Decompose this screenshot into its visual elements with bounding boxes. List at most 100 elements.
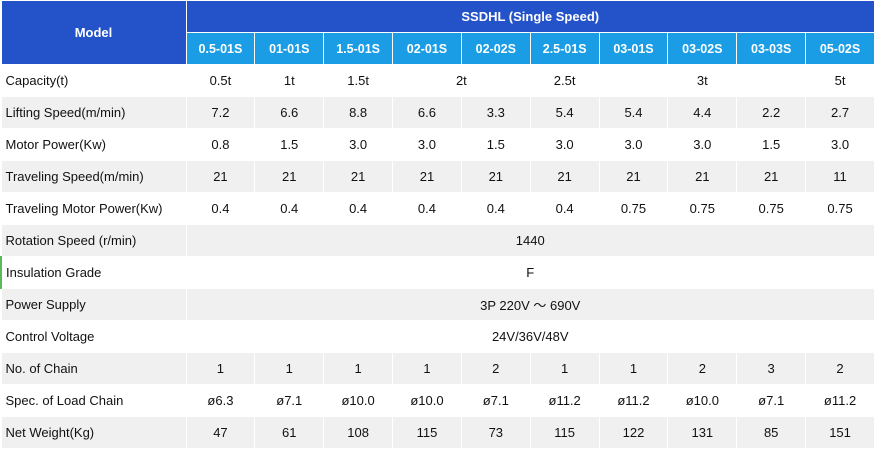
- table-cell: ø7.1: [460, 384, 531, 417]
- table-cell: ø11.2: [529, 384, 600, 417]
- table-cell: 1: [254, 352, 325, 385]
- table-cell: 1.5: [460, 128, 531, 161]
- row-label: Traveling Motor Power(Kw): [0, 192, 187, 225]
- table-cell: 8.8: [323, 96, 394, 129]
- table-cell: ø6.3: [185, 384, 256, 417]
- table-cell: 6.6: [392, 96, 462, 129]
- row-label: Net Weight(Kg): [0, 416, 187, 449]
- table-cell: 47: [185, 416, 256, 449]
- table-cell: 6.6: [254, 96, 325, 129]
- table-cell: 21: [185, 160, 256, 193]
- table-cell: F: [185, 256, 875, 289]
- model-code: 1.5-01S: [323, 32, 394, 65]
- table-cell: 7.2: [185, 96, 256, 129]
- table-cell: 2: [460, 352, 531, 385]
- table-cell: 131: [667, 416, 738, 449]
- table-row: Insulation Grade F: [0, 256, 875, 289]
- table-cell: 3: [736, 352, 807, 385]
- table-row: Lifting Speed(m/min) 7.2 6.6 8.8 6.6 3.3 5.4 5.…: [0, 96, 875, 129]
- table-cell: ø10.0: [323, 384, 394, 417]
- row-label: Capacity(t): [0, 64, 187, 97]
- model-code: 02-02S: [460, 32, 531, 65]
- table-cell: 1.5: [254, 128, 325, 161]
- model-code: 05-02S: [805, 32, 875, 65]
- table-row: Capacity(t) 0.5t 1t 1.5t 2t 2.5t 3t 5t: [0, 64, 875, 97]
- table-row: Spec. of Load Chain ø6.3 ø7.1 ø10.0 ø10.0 ø7.…: [0, 384, 875, 417]
- table-cell: 1: [392, 352, 462, 385]
- table-row: Traveling Speed(m/min) 21 21 21 21 21 21 21 21 21…: [0, 160, 875, 193]
- table-cell: 21: [529, 160, 600, 193]
- table-cell: 2.5t: [529, 64, 600, 97]
- table-cell: 0.8: [185, 128, 256, 161]
- table-row: Motor Power(Kw) 0.8 1.5 3.0 3.0 1.5 3.0 3.0 3.0 1…: [0, 128, 875, 161]
- table-cell: ø10.0: [392, 384, 462, 417]
- model-code: 2.5-01S: [529, 32, 600, 65]
- row-label: No. of Chain: [0, 352, 187, 385]
- row-label: Control Voltage: [0, 320, 187, 353]
- row-label: Motor Power(Kw): [0, 128, 187, 161]
- table-cell: 3.3: [460, 96, 531, 129]
- table-cell: 0.75: [805, 192, 875, 225]
- table-cell: 0.4: [529, 192, 600, 225]
- table-cell: 0.4: [254, 192, 325, 225]
- table-cell: 1440: [185, 224, 875, 257]
- table-cell: 2: [805, 352, 875, 385]
- table-row: Rotation Speed (r/min) 1440: [0, 224, 875, 257]
- model-code: 0.5-01S: [185, 32, 256, 65]
- model-code: 03-01S: [598, 32, 669, 65]
- table-cell: 115: [392, 416, 462, 449]
- table-cell: 0.75: [598, 192, 669, 225]
- table-cell: 21: [667, 160, 738, 193]
- table-cell: ø11.2: [598, 384, 669, 417]
- table-cell: ø7.1: [254, 384, 325, 417]
- table-cell: 151: [805, 416, 875, 449]
- table-cell: 21: [460, 160, 531, 193]
- table-cell: 21: [736, 160, 807, 193]
- table-row: Traveling Motor Power(Kw) 0.4 0.4 0.4 0.4 0.4…: [0, 192, 875, 225]
- table-cell: 3.0: [323, 128, 394, 161]
- model-code: 01-01S: [254, 32, 325, 65]
- table-cell: 3t: [598, 64, 807, 97]
- table-cell: 0.5t: [185, 64, 256, 97]
- table-cell: 21: [392, 160, 462, 193]
- table-cell: 1: [598, 352, 669, 385]
- table-cell: 108: [323, 416, 394, 449]
- table-cell: 1.5t: [323, 64, 394, 97]
- table-cell: 21: [254, 160, 325, 193]
- table-cell: 5.4: [529, 96, 600, 129]
- table-cell: 3.0: [392, 128, 462, 161]
- table-cell: 3.0: [667, 128, 738, 161]
- table-cell: 2: [667, 352, 738, 385]
- table-row: Power Supply 3P 220V ～ 690V: [0, 288, 875, 321]
- row-label: Spec. of Load Chain: [0, 384, 187, 417]
- table-row: Control Voltage 24V/36V/48V: [0, 320, 875, 353]
- table-cell: ø11.2: [805, 384, 875, 417]
- row-label: Traveling Speed(m/min): [0, 160, 187, 193]
- model-header: Model: [0, 0, 187, 65]
- table-cell: 0.4: [323, 192, 394, 225]
- table-cell: 0.75: [736, 192, 807, 225]
- table-cell: 0.4: [460, 192, 531, 225]
- table-cell: 21: [323, 160, 394, 193]
- table-cell: 3.0: [598, 128, 669, 161]
- table-cell: 1.5: [736, 128, 807, 161]
- table-cell: 1t: [254, 64, 325, 97]
- table-cell: 1: [323, 352, 394, 385]
- table-cell: ø10.0: [667, 384, 738, 417]
- table-cell: 3.0: [805, 128, 875, 161]
- table-cell: 2.7: [805, 96, 875, 129]
- model-code: 03-03S: [736, 32, 807, 65]
- table-cell: 3P 220V ～ 690V: [185, 288, 875, 321]
- table-cell: 1: [529, 352, 600, 385]
- table-cell: 115: [529, 416, 600, 449]
- table-cell: 5t: [805, 64, 875, 97]
- table-cell: ø7.1: [736, 384, 807, 417]
- table-row: Net Weight(Kg) 47 61 108 115 73 115 122 131 85 151: [0, 416, 875, 449]
- table-cell: 1: [185, 352, 256, 385]
- row-label: Power Supply: [0, 288, 187, 321]
- row-label: Rotation Speed (r/min): [0, 224, 187, 257]
- table-cell: 0.4: [185, 192, 256, 225]
- table-cell: 0.75: [667, 192, 738, 225]
- table-cell: 3.0: [529, 128, 600, 161]
